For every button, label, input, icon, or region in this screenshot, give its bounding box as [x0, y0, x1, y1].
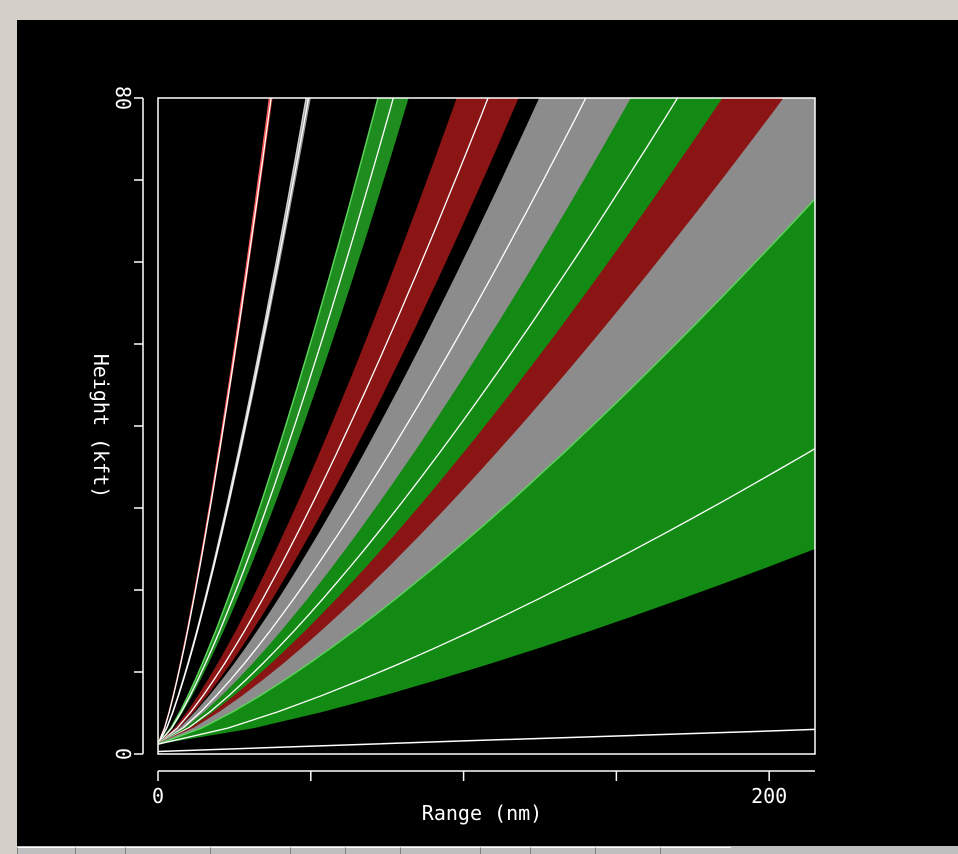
y-tick-label-80: 80 — [111, 86, 135, 110]
band-6 — [158, 98, 724, 745]
band-4-centerline — [158, 98, 489, 745]
y-axis-label: Height (kft) — [89, 354, 113, 499]
band-2 — [158, 98, 311, 745]
band-8-edge — [158, 98, 786, 745]
band-9 — [158, 198, 815, 745]
x-tick-label-200: 200 — [751, 784, 787, 808]
y-tick-label-0: 0 — [111, 748, 135, 760]
status-strip — [17, 846, 958, 854]
band-3-edge — [158, 98, 379, 745]
plot-border — [157, 97, 816, 755]
band-9-centerline — [158, 447, 815, 745]
band-5 — [158, 98, 632, 745]
band-3-centerline — [158, 98, 394, 745]
plot-area: 0 200 0 80 Range (nm) Height (kft) — [17, 20, 958, 846]
band-1-centerline — [158, 98, 272, 745]
x-axis-label: Range (nm) — [422, 801, 542, 825]
band-5-edge — [158, 98, 541, 745]
ground-trace-line — [158, 728, 815, 753]
band-7 — [158, 98, 815, 745]
band-2-centerline — [158, 98, 310, 745]
band-6-centerline — [158, 98, 679, 745]
band-4-edge — [158, 98, 459, 745]
band-6-edge — [158, 98, 633, 745]
band-9-edge — [158, 197, 815, 745]
x-tick-label-0: 0 — [152, 784, 164, 808]
band-5-centerline — [158, 98, 587, 745]
band-7-edge — [158, 98, 724, 745]
height-range-chart: 0 200 0 80 Range (nm) Height (kft) — [89, 86, 816, 825]
band-4 — [158, 98, 519, 745]
